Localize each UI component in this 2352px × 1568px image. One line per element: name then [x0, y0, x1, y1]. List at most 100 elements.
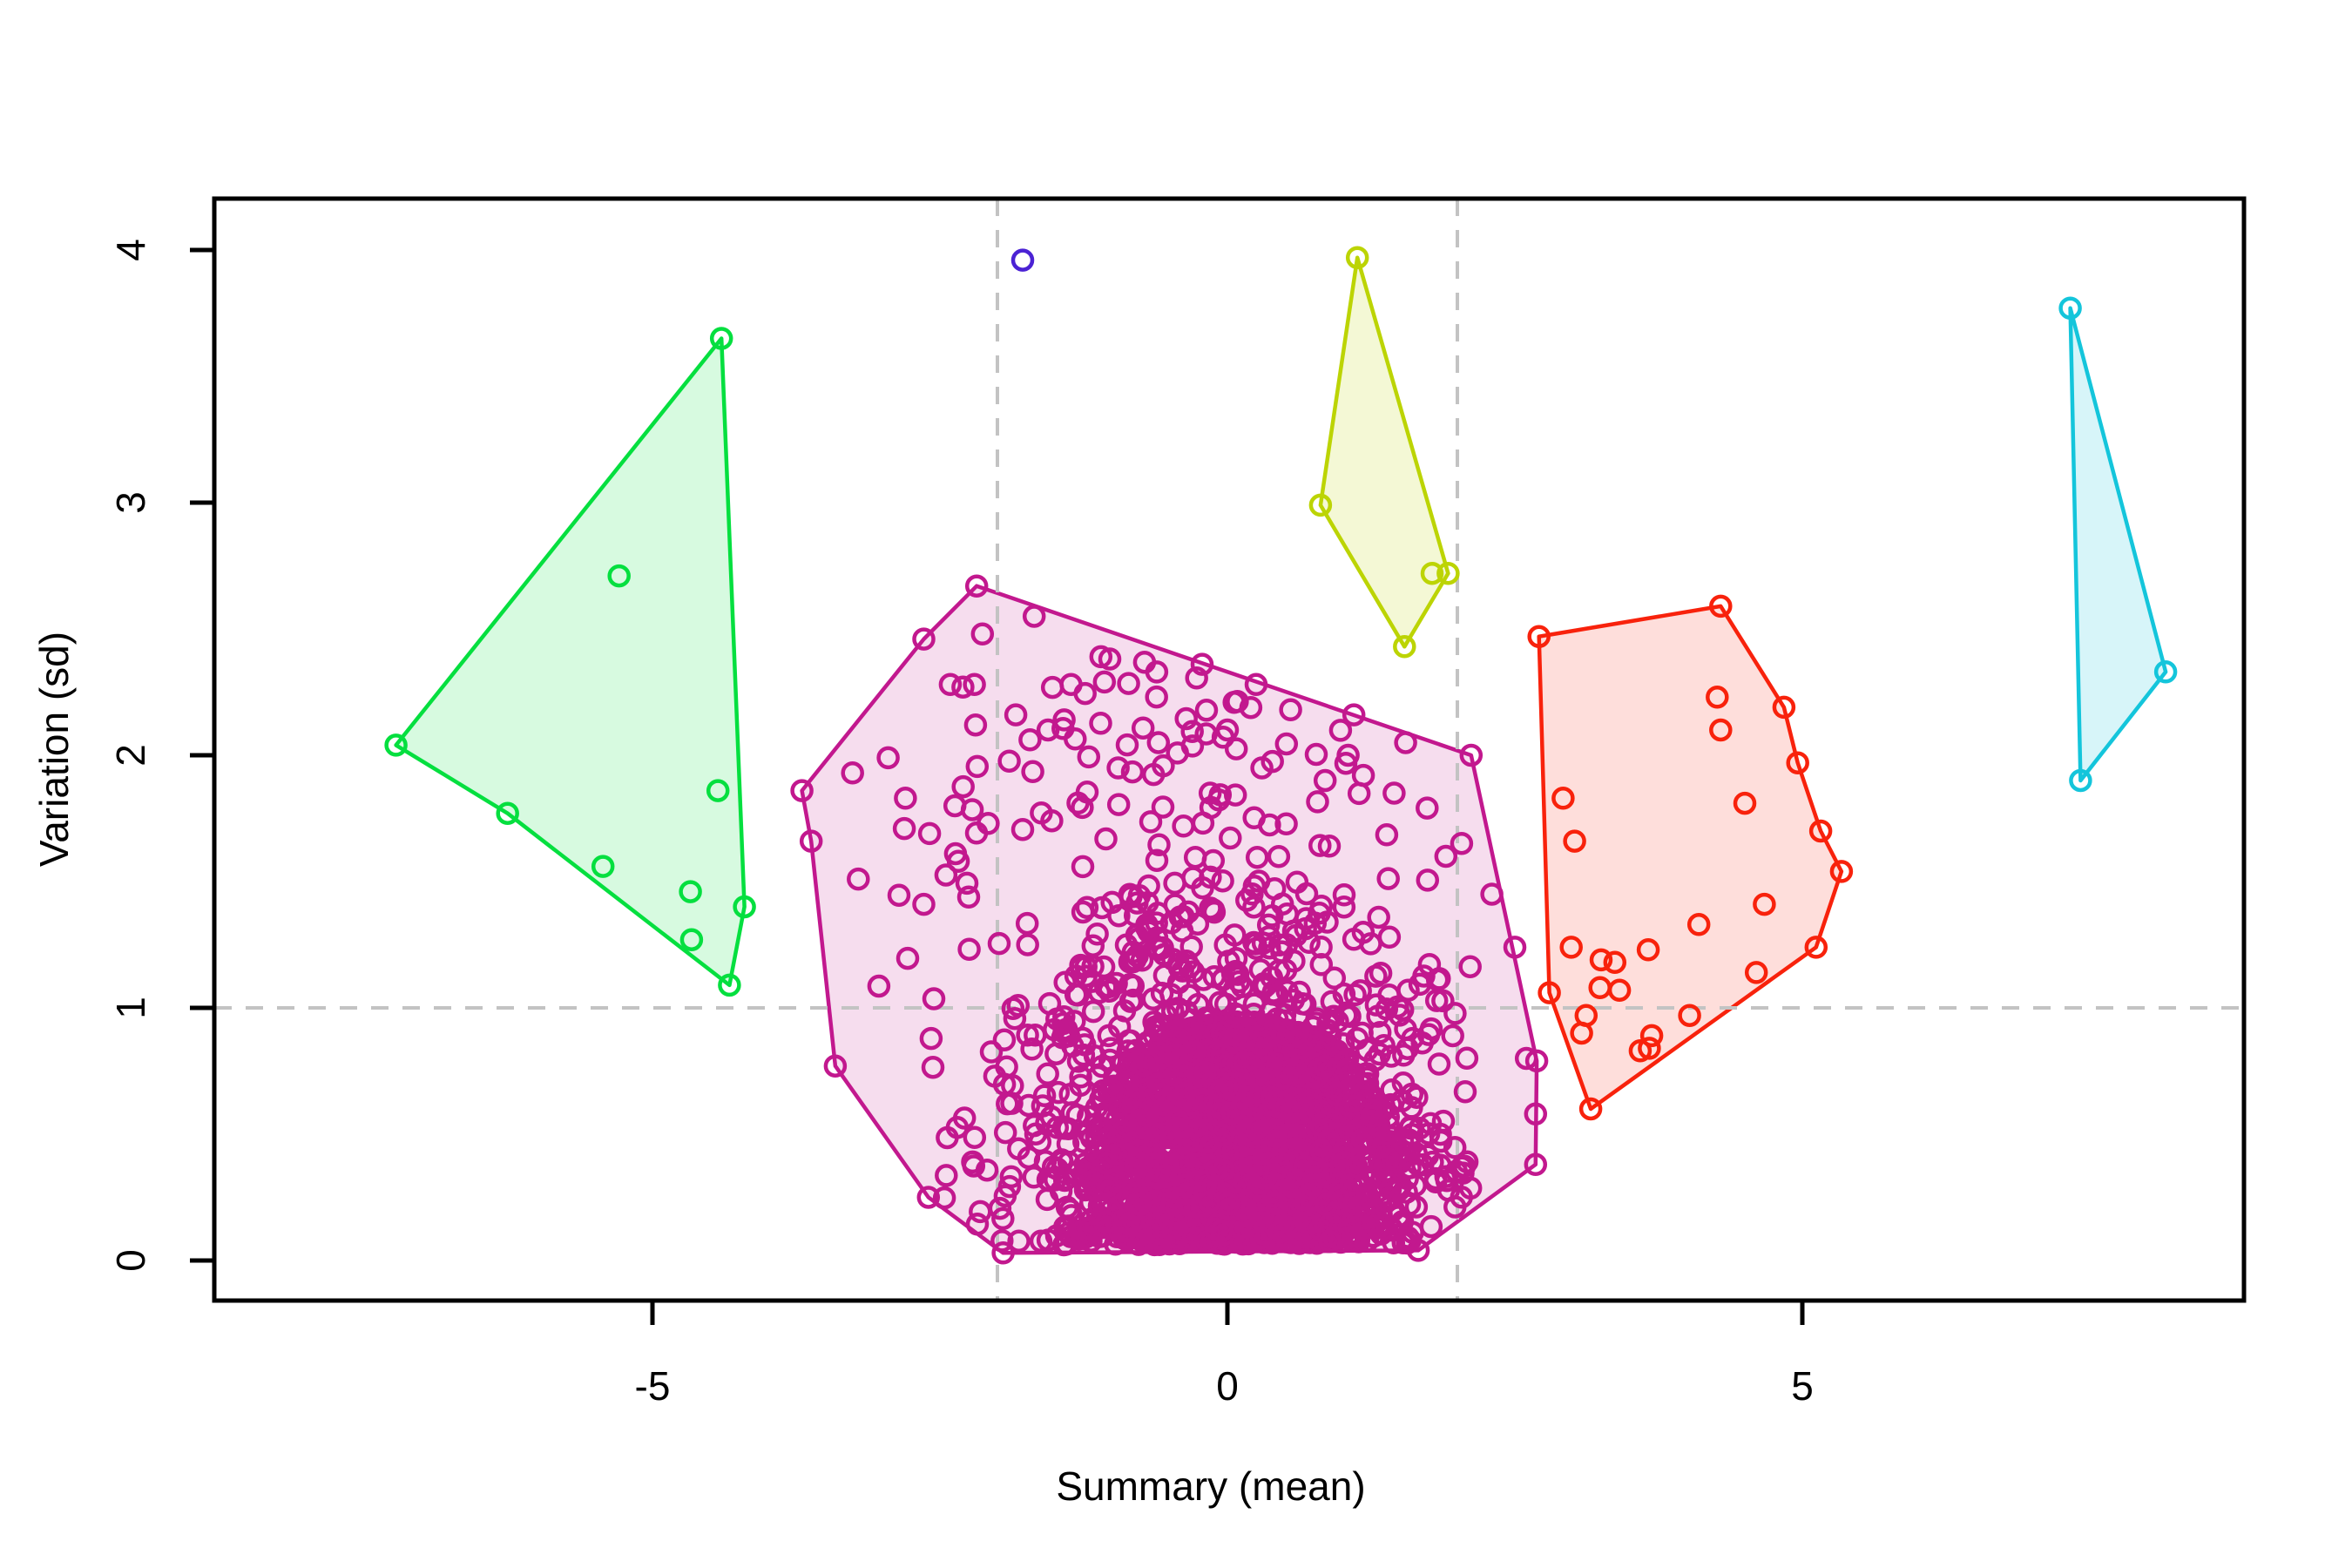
data-point: [993, 1120, 1017, 1145]
data-point: [1369, 961, 1393, 985]
data-point: [1121, 974, 1146, 998]
data-point: [1436, 561, 1460, 585]
data-point: [1450, 831, 1474, 855]
data-point: [892, 816, 916, 841]
data-point: [1018, 728, 1042, 752]
data-point: [1125, 891, 1149, 915]
cluster-cyan-hull: [2068, 306, 2168, 783]
data-point: [1083, 1044, 1107, 1068]
y-tick-label: 0: [108, 1249, 153, 1272]
data-point: [1077, 745, 1101, 769]
data-point: [938, 672, 963, 697]
data-point: [1342, 1090, 1366, 1113]
data-point: [1213, 992, 1238, 1017]
data-point: [1208, 783, 1233, 807]
data-point: [1381, 1132, 1404, 1156]
data-point: [1100, 1078, 1125, 1102]
data-point: [1453, 1079, 1477, 1104]
data-point: [1024, 1024, 1047, 1047]
cluster-green-hull: [394, 336, 747, 988]
data-point: [916, 1186, 941, 1209]
data-point: [951, 774, 975, 799]
data-point: [1143, 1134, 1166, 1158]
y-tick-label: 1: [108, 997, 153, 1019]
data-point: [1607, 978, 1632, 1002]
data-point: [1376, 1147, 1401, 1171]
data-point: [887, 883, 911, 907]
data-point: [1071, 795, 1094, 820]
data-point: [1148, 1056, 1173, 1080]
data-point: [1071, 855, 1095, 879]
data-point: [962, 1154, 986, 1178]
data-point: [1315, 1193, 1338, 1217]
data-point: [1419, 1214, 1443, 1239]
data-point: [1578, 1097, 1603, 1121]
data-point: [1425, 968, 1450, 992]
data-point: [1137, 1032, 1161, 1056]
data-point: [1210, 1043, 1234, 1067]
data-point: [496, 801, 519, 825]
data-point: [932, 1186, 956, 1210]
data-point: [1309, 936, 1333, 959]
data-point: [1063, 1010, 1086, 1033]
data-point: [1360, 1105, 1384, 1128]
data-point: [1069, 953, 1092, 977]
data-point: [1322, 1226, 1346, 1249]
data-point: [1258, 1000, 1282, 1024]
data-point: [1240, 1098, 1263, 1122]
data-point: [1172, 904, 1195, 929]
data-point: [1130, 948, 1154, 972]
data-point: [1249, 1227, 1273, 1250]
data-point: [2069, 768, 2092, 793]
data-point: [1051, 717, 1075, 740]
data-point: [1366, 1004, 1389, 1028]
cluster-magenta-points: [790, 574, 1549, 1265]
data-point: [1293, 992, 1317, 1016]
cluster-red-hull: [1537, 604, 1844, 1112]
data-point: [1206, 1102, 1231, 1125]
data-point: [706, 779, 730, 802]
data-point: [997, 1174, 1022, 1199]
data-point: [2153, 660, 2178, 684]
data-point: [1308, 1099, 1333, 1123]
data-point: [1338, 1004, 1362, 1029]
data-point: [1804, 936, 1828, 959]
x-axis-title: Summary (mean): [1056, 1463, 1365, 1509]
data-point: [1709, 718, 1733, 742]
data-point: [1186, 1024, 1211, 1047]
data-point: [1423, 1170, 1448, 1194]
data-point: [963, 713, 988, 737]
data-point: [1366, 1216, 1389, 1240]
data-point: [1183, 845, 1207, 869]
data-point: [790, 779, 814, 802]
data-point: [1224, 959, 1247, 983]
data-point: [1772, 695, 1796, 720]
data-point: [1174, 706, 1198, 731]
data-point: [1190, 1156, 1214, 1179]
data-point: [1052, 1004, 1076, 1029]
data-point: [1406, 1239, 1430, 1262]
data-point: [1193, 1060, 1217, 1085]
data-point: [1016, 1023, 1039, 1047]
data-point: [1180, 720, 1204, 743]
data-point: [1191, 811, 1215, 835]
data-point: [1431, 1109, 1456, 1133]
data-point: [1190, 1087, 1213, 1112]
data-point: [963, 1125, 987, 1149]
data-point: [1309, 1113, 1334, 1138]
data-point: [1016, 933, 1039, 956]
data-point: [922, 987, 946, 1010]
data-point: [1036, 718, 1060, 742]
data-point: [1128, 1193, 1152, 1217]
data-point: [1223, 783, 1247, 807]
data-point: [1113, 1220, 1138, 1243]
data-point: [1010, 248, 1035, 272]
y-axis-title: Variation (sd): [31, 632, 77, 867]
data-point: [1332, 895, 1356, 919]
data-point: [912, 627, 936, 651]
data-point: [1280, 1100, 1303, 1124]
y-tick-label: 4: [108, 239, 153, 261]
data-point: [1198, 781, 1222, 805]
data-point: [1524, 1049, 1549, 1073]
data-point: [2058, 296, 2082, 320]
